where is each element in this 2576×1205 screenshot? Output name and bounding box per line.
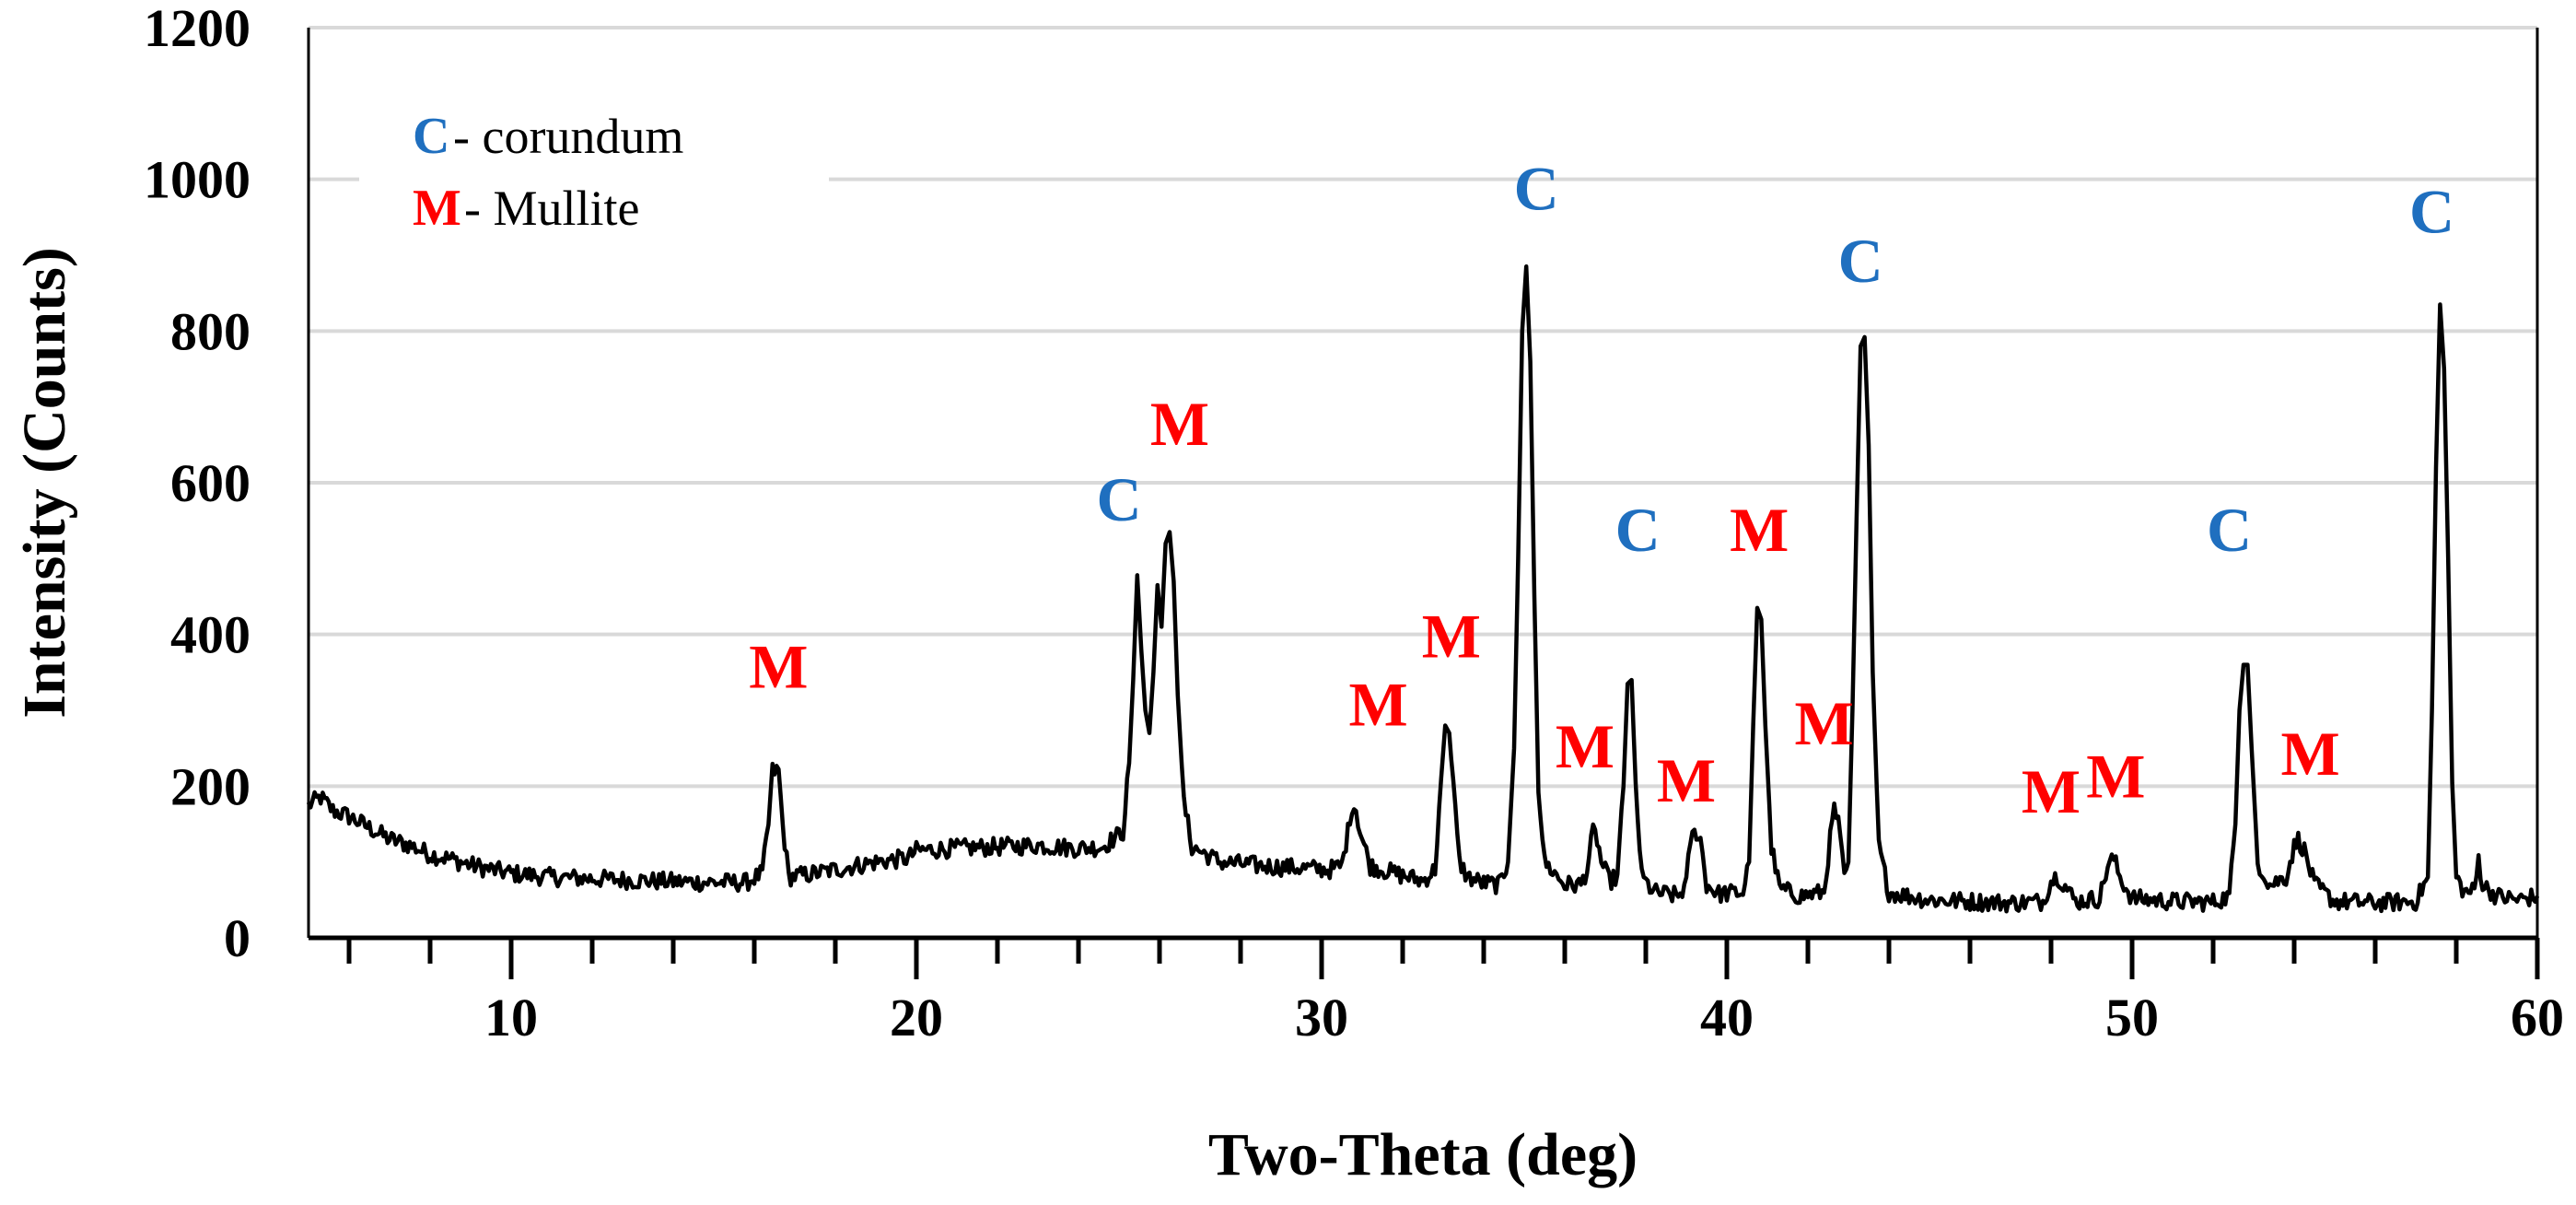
x-tick-label: 40 xyxy=(1700,988,1754,1047)
legend: C - corundum M - Mullite xyxy=(359,108,829,256)
x-tick-label: 60 xyxy=(2511,988,2564,1047)
peak-label-mullite: M xyxy=(2086,742,2145,812)
legend-label-corundum: - corundum xyxy=(453,109,683,164)
peak-label-mullite: M xyxy=(1556,711,1614,781)
y-tick-label: 1200 xyxy=(144,0,251,58)
xrd-series-line xyxy=(306,264,2540,914)
peak-label-mullite: M xyxy=(1795,688,1854,758)
y-axis-title: Intensity (Counts) xyxy=(11,247,78,719)
peak-label-mullite: M xyxy=(1730,495,1789,565)
y-tick-label: 200 xyxy=(170,756,251,816)
legend-label-mullite: - Mullite xyxy=(464,181,639,236)
x-axis-title: Two-Theta (deg) xyxy=(1208,1121,1638,1188)
axes xyxy=(307,28,2539,941)
peak-label-mullite: M xyxy=(2281,719,2340,789)
legend-background xyxy=(359,109,829,256)
peak-label-mullite: M xyxy=(1422,601,1481,671)
peak-label-corundum: C xyxy=(2207,495,2252,565)
y-tick-label: 400 xyxy=(170,605,251,665)
x-tick-label: 30 xyxy=(1295,988,1348,1047)
x-tick-label: 50 xyxy=(2105,988,2159,1047)
peak-label-corundum: C xyxy=(1514,154,1559,224)
peak-label-corundum: C xyxy=(1615,495,1661,565)
ticks xyxy=(346,938,2540,979)
peak-label-mullite: M xyxy=(2022,756,2081,826)
peak-label-mullite: M xyxy=(1657,745,1716,815)
legend-key-corundum: C xyxy=(413,108,449,165)
tick-labels: 0 200 400 600 800 1000 1200 10 20 30 40 50 60 xyxy=(144,0,2564,1047)
peak-label-corundum: C xyxy=(1838,226,1883,296)
legend-key-mullite: M xyxy=(413,180,461,237)
y-tick-label: 600 xyxy=(170,453,251,513)
y-tick-label: 0 xyxy=(224,908,251,968)
peak-label-mullite: M xyxy=(749,631,808,701)
y-tick-label: 800 xyxy=(170,301,251,361)
x-tick-label: 20 xyxy=(890,988,943,1047)
peak-label-corundum: C xyxy=(2409,176,2454,246)
x-tick-label: 10 xyxy=(484,988,538,1047)
peak-label-corundum: C xyxy=(1096,464,1141,534)
y-tick-label: 1000 xyxy=(144,150,251,210)
peak-label-mullite: M xyxy=(1349,669,1408,739)
peak-label-mullite: M xyxy=(1150,389,1209,459)
